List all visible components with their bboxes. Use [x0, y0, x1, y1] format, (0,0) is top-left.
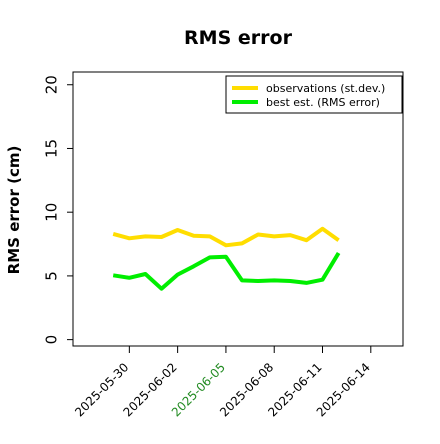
legend-box — [225, 75, 403, 114]
x-axis: 2025-05-302025-06-022025-06-052025-06-08… — [72, 346, 373, 419]
y-tick-label: 15 — [43, 139, 61, 158]
y-axis: 0 5 10 15 20 — [43, 75, 73, 345]
plot-area — [72, 71, 404, 347]
legend: observations (st.dev.) best est. (RMS er… — [225, 75, 403, 114]
series-line-best-estimate — [112, 251, 341, 291]
legend-label-best-estimate: best est. (RMS error) — [266, 96, 380, 109]
series-line-observations — [112, 226, 340, 248]
y-axis-label: RMS error (cm) — [5, 146, 23, 275]
legend-label-observations: observations (st.dev.) — [266, 82, 385, 95]
chart-title: RMS error — [184, 27, 293, 49]
series-layer — [112, 226, 341, 291]
y-tick-label: 20 — [43, 75, 61, 94]
y-tick-label: 10 — [43, 203, 61, 222]
y-tick-label: 5 — [43, 271, 61, 281]
y-tick-label: 0 — [43, 335, 61, 345]
